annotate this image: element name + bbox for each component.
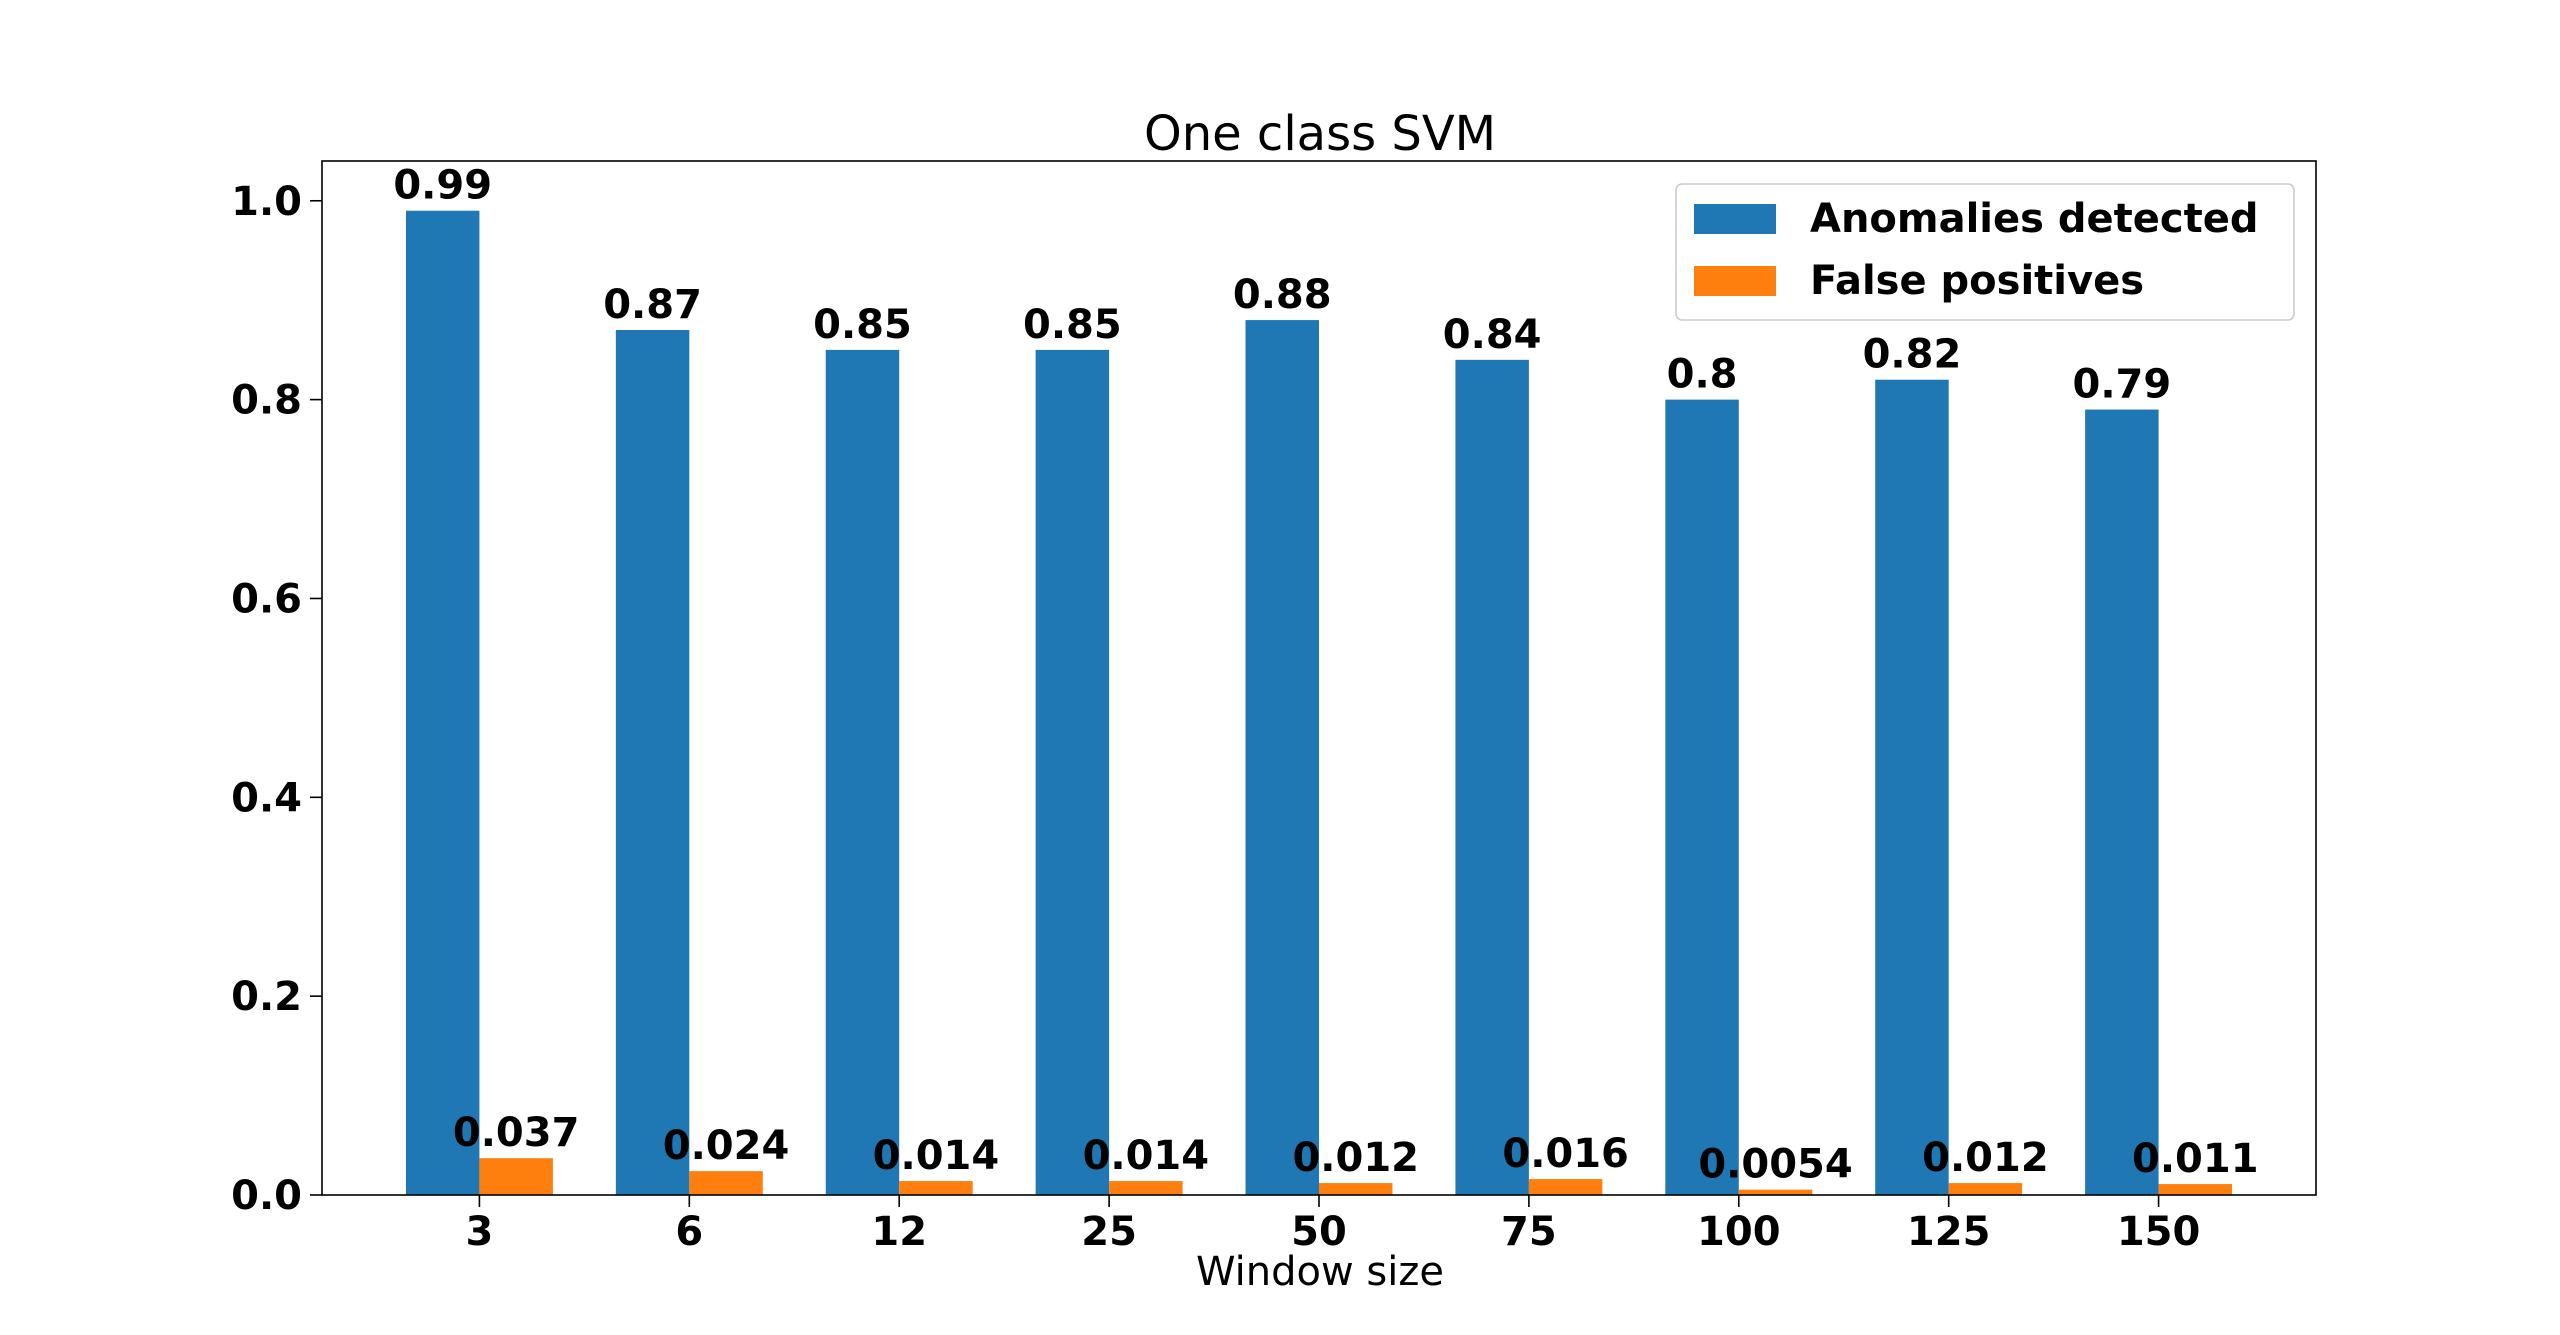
data-label-anomalies-125: 0.82 <box>1863 332 1962 378</box>
bar-false-positives-100 <box>1738 1189 1813 1195</box>
x-tick-label: 75 <box>1501 1209 1557 1255</box>
legend-label-false-positives: False positives <box>1810 258 2144 304</box>
bar-anomalies-100 <box>1665 399 1739 1196</box>
y-tick-label: 0.4 <box>231 775 302 821</box>
data-label-false-positives-150: 0.011 <box>2132 1136 2259 1182</box>
bar-false-positives-6 <box>689 1171 763 1195</box>
y-tick-label: 0.8 <box>231 378 302 424</box>
bar-anomalies-150 <box>2085 409 2159 1195</box>
bar-anomalies-12 <box>825 349 900 1196</box>
y-axis: 0.0 0.2 0.4 0.6 0.8 1.0 <box>231 179 322 1219</box>
data-label-false-positives-25: 0.014 <box>1083 1133 1210 1179</box>
y-tick-label: 0.2 <box>231 974 302 1020</box>
data-label-false-positives-100: 0.0054 <box>1698 1142 1852 1188</box>
bar-anomalies-125 <box>1875 379 1949 1195</box>
x-axis: 3 6 12 25 50 75 100 125 150 <box>465 1195 2200 1255</box>
data-label-anomalies-75: 0.84 <box>1443 312 1542 358</box>
x-tick-label: 50 <box>1291 1209 1347 1255</box>
data-label-false-positives-12: 0.014 <box>873 1133 1000 1179</box>
y-tick-label: 1.0 <box>231 179 302 225</box>
data-label-anomalies-50: 0.88 <box>1233 272 1332 318</box>
bar-anomalies-25 <box>1035 349 1110 1196</box>
data-label-false-positives-75: 0.016 <box>1502 1131 1629 1177</box>
data-label-false-positives-125: 0.012 <box>1922 1135 2049 1181</box>
y-tick-label: 0.6 <box>231 576 302 622</box>
bar-false-positives-75 <box>1528 1179 1603 1195</box>
legend-label-anomalies: Anomalies detected <box>1810 196 2258 242</box>
data-label-false-positives-50: 0.012 <box>1292 1135 1419 1181</box>
data-label-false-positives-3: 0.037 <box>453 1110 580 1156</box>
bar-false-positives-25 <box>1109 1181 1183 1195</box>
data-label-anomalies-150: 0.79 <box>2072 362 2171 408</box>
x-tick-label: 25 <box>1081 1209 1137 1255</box>
legend-swatch-false-positives <box>1694 266 1776 296</box>
data-label-anomalies-100: 0.8 <box>1667 352 1738 398</box>
bars-group <box>405 210 2233 1196</box>
x-tick-label: 100 <box>1697 1209 1781 1255</box>
legend-swatch-anomalies <box>1694 204 1776 234</box>
bar-anomalies-6 <box>615 330 690 1195</box>
y-tick-label: 0.0 <box>231 1173 302 1219</box>
x-tick-label: 6 <box>675 1209 703 1255</box>
bar-false-positives-12 <box>899 1181 973 1195</box>
bar-anomalies-50 <box>1245 320 1319 1196</box>
x-axis-label: Window size <box>1196 1249 1444 1295</box>
bar-false-positives-50 <box>1319 1183 1393 1195</box>
x-tick-label: 12 <box>871 1209 927 1255</box>
x-tick-label: 3 <box>465 1209 493 1255</box>
bar-false-positives-150 <box>2158 1184 2233 1195</box>
data-labels-group: 0.99 0.87 0.85 0.85 0.88 0.84 0.8 0.82 0.79 0.037… <box>393 163 2258 1188</box>
data-label-anomalies-12: 0.85 <box>813 302 912 348</box>
bar-anomalies-75 <box>1455 359 1529 1195</box>
bar-false-positives-125 <box>1948 1183 2023 1195</box>
x-tick-label: 150 <box>2117 1209 2201 1255</box>
legend: Anomalies detected False positives <box>1675 183 2295 321</box>
data-label-false-positives-6: 0.024 <box>663 1123 790 1169</box>
chart-title: One class SVM <box>1144 106 1496 162</box>
data-label-anomalies-3: 0.99 <box>393 163 492 209</box>
bar-anomalies-3 <box>405 210 480 1195</box>
x-tick-label: 125 <box>1907 1209 1991 1255</box>
data-label-anomalies-25: 0.85 <box>1023 302 1122 348</box>
data-label-anomalies-6: 0.87 <box>603 282 702 328</box>
bar-false-positives-3 <box>479 1158 553 1195</box>
legend-box <box>1675 183 2295 321</box>
